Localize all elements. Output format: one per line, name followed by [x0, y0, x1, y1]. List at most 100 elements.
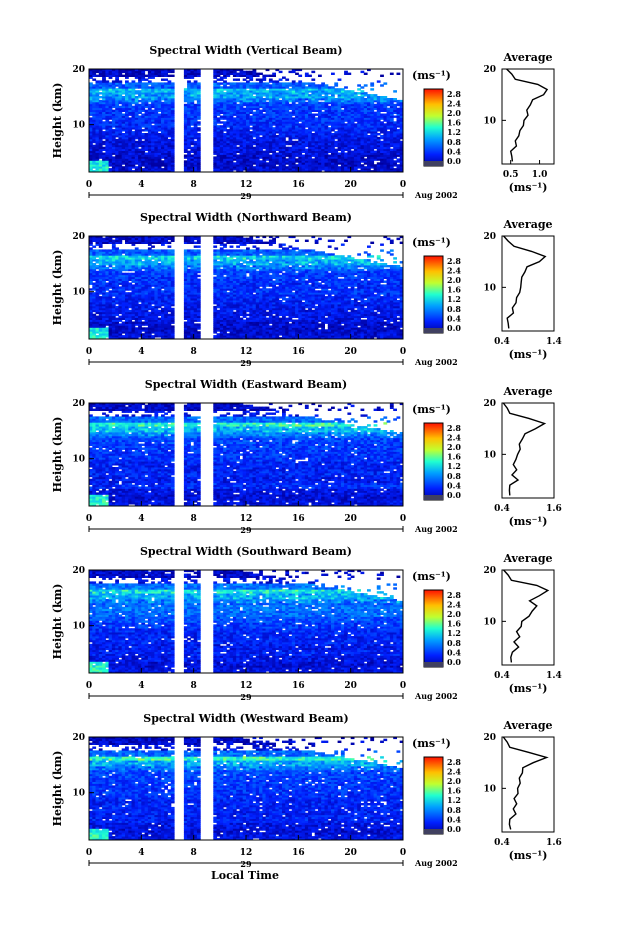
heatmap-cell	[122, 96, 126, 98]
heatmap-cell	[197, 121, 201, 123]
heatmap-cell	[246, 71, 250, 73]
heatmap-cell	[102, 121, 106, 123]
heatmap-cell	[233, 162, 237, 164]
heatmap-cell	[230, 82, 234, 84]
heatmap-cell	[145, 82, 149, 84]
heatmap-cell	[109, 168, 113, 170]
heatmap-cell	[243, 82, 247, 84]
heatmap-cell	[109, 82, 113, 84]
heatmap-cell	[168, 139, 172, 141]
heatmap-cell	[223, 133, 227, 135]
heatmap-cell	[99, 100, 103, 102]
heatmap-cell	[118, 106, 122, 108]
heatmap-cell	[141, 82, 145, 84]
heatmap-cell	[223, 121, 227, 123]
heatmap-cell	[236, 82, 240, 84]
heatmap-cell	[145, 153, 149, 155]
heatmap-cell	[135, 166, 139, 168]
heatmap-cell	[220, 86, 224, 88]
heatmap-cell	[112, 80, 116, 82]
heatmap-cell	[132, 80, 136, 82]
heatmap-cell	[141, 129, 145, 131]
heatmap-cell	[197, 133, 201, 135]
heatmap-cell	[236, 147, 240, 149]
heatmap-cell	[151, 82, 155, 84]
heatmap-cell	[236, 73, 240, 75]
heatmap-cell	[99, 80, 103, 82]
heatmap-cell	[122, 133, 126, 135]
heatmap-cell	[158, 133, 162, 135]
heatmap-cell	[236, 104, 240, 106]
heatmap-cell	[243, 79, 247, 81]
heatmap-cell	[233, 79, 237, 81]
heatmap-cell	[168, 80, 172, 82]
heatmap-cell	[145, 110, 149, 112]
heatmap-cell	[233, 82, 237, 84]
heatmap-cell	[122, 114, 126, 116]
heatmap-cell	[102, 147, 106, 149]
heatmap-cell	[112, 156, 116, 158]
heatmap-cell	[246, 80, 250, 82]
heatmap-cell	[122, 75, 126, 77]
heatmap-cell	[151, 110, 155, 112]
heatmap-cell	[253, 166, 257, 168]
heatmap-cell	[243, 71, 247, 73]
heatmap-cell	[187, 80, 191, 82]
heatmap-cell	[132, 106, 136, 108]
heatmap-cell	[190, 127, 194, 129]
heatmap-cell	[213, 156, 217, 158]
heatmap-cell	[122, 166, 126, 168]
heatmap-cell	[171, 75, 175, 77]
heatmap-cell	[145, 79, 149, 81]
heatmap-cell	[112, 110, 116, 112]
heatmap-cell	[154, 82, 158, 84]
heatmap-cell	[125, 80, 129, 82]
heatmap-cell	[135, 82, 139, 84]
heatmap-cell	[171, 82, 175, 84]
heatmap-cell	[190, 82, 194, 84]
heatmap-cell	[145, 75, 149, 77]
heatmap-cell	[96, 75, 100, 77]
heatmap-cell	[89, 82, 93, 84]
heatmap-cell	[213, 80, 217, 82]
heatmap-cell	[197, 127, 201, 129]
heatmap-cell	[220, 77, 224, 79]
heatmap-cell	[158, 114, 162, 116]
heatmap-cell	[236, 79, 240, 81]
heatmap-cell	[223, 80, 227, 82]
heatmap-cell	[233, 117, 237, 119]
heatmap-cell	[102, 153, 106, 155]
heatmap-cell	[168, 75, 172, 77]
heatmap-cell	[109, 121, 113, 123]
heatmap-cell	[151, 125, 155, 127]
heatmap-cell	[187, 151, 191, 153]
heatmap-cell	[141, 141, 145, 143]
heatmap-cell	[220, 82, 224, 84]
heatmap-cell	[197, 82, 201, 84]
heatmap-cell	[118, 80, 122, 82]
heatmap-cell	[89, 117, 93, 119]
panel-1: Spectral Width (Vertical Beam)2010Height…	[51, 44, 554, 201]
heatmap-cell	[132, 131, 136, 133]
heatmap-cells	[89, 69, 404, 173]
heatmap-cell	[220, 121, 224, 123]
heatmap-cell	[246, 90, 250, 92]
heatmap-cell	[112, 129, 116, 131]
heatmap-cell	[135, 96, 139, 98]
heatmap-cell	[135, 141, 139, 143]
panel-title: Spectral Width (Vertical Beam)	[149, 44, 342, 57]
heatmap-cell	[122, 84, 126, 86]
heatmap-cell	[223, 92, 227, 94]
heatmap-cell	[135, 90, 139, 92]
heatmap-cell	[190, 155, 194, 157]
heatmap-cell	[145, 133, 149, 135]
heatmap-cell	[99, 96, 103, 98]
heatmap-cell	[141, 114, 145, 116]
heatmap-cell	[96, 80, 100, 82]
heatmap-cell	[141, 133, 145, 135]
heatmap-cell	[236, 155, 240, 157]
figure: Spectral Width (Vertical Beam)2010Height…	[0, 0, 624, 929]
heatmap-cell	[102, 141, 106, 143]
heatmap-cell	[243, 108, 247, 110]
heatmap-cell	[164, 82, 168, 84]
